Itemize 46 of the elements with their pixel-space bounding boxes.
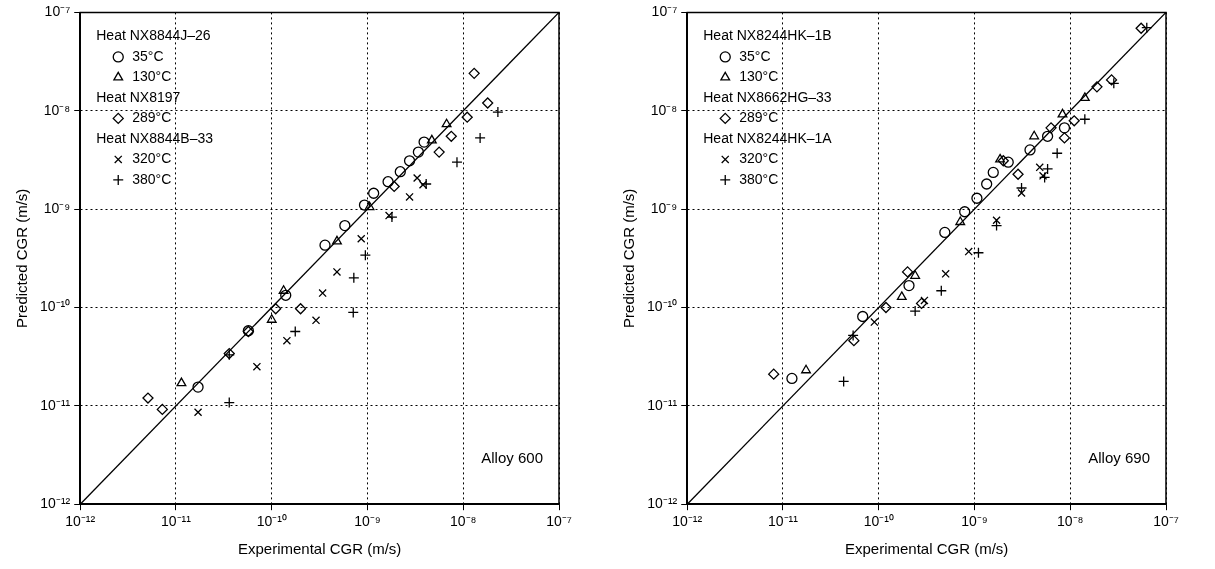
legend-label: 289°C	[739, 109, 779, 126]
x-tick-label: 10⁻⁹	[354, 513, 381, 530]
y-tick-label: 10⁻¹¹	[647, 396, 678, 413]
y-tick-label: 10⁻¹¹	[40, 396, 71, 413]
legend-label: 130°C	[739, 68, 779, 85]
x-tick-label: 10⁻¹⁰	[256, 513, 287, 530]
x-tick-label: 10⁻⁹	[961, 513, 988, 530]
y-tick-label: 10⁻¹⁰	[647, 298, 678, 315]
y-axis-title: Predicted CGR (m/s)	[620, 188, 638, 328]
annotation: Alloy 690	[1088, 449, 1150, 467]
legend-label: 320°C	[739, 150, 779, 167]
annotation: Heat NX8844B–33	[96, 129, 214, 146]
x-tick-label: 10⁻⁸	[1057, 513, 1084, 530]
x-tick-label: 10⁻⁸	[450, 513, 477, 530]
annotation: Heat NX8844J–26	[96, 27, 211, 44]
annotation: Heat NX8244HK–1A	[703, 129, 833, 146]
y-tick-label: 10⁻¹²	[40, 495, 71, 512]
y-tick-label: 10⁻¹⁰	[40, 298, 71, 315]
legend-label: 380°C	[132, 170, 172, 187]
y-tick-label: 10⁻¹²	[647, 495, 678, 512]
y-tick-label: 10⁻⁷	[651, 3, 678, 20]
y-tick-label: 10⁻⁹	[650, 199, 678, 216]
annotation: Alloy 600	[481, 449, 543, 467]
x-tick-label: 10⁻¹¹	[768, 513, 799, 530]
legend-label: 35°C	[132, 47, 164, 64]
y-tick-label: 10⁻⁸	[43, 101, 71, 118]
x-tick-label: 10⁻¹²	[65, 513, 96, 530]
annotation: Heat NX8244HK–1B	[703, 27, 832, 44]
y-tick-label: 10⁻⁸	[650, 101, 678, 118]
legend-label: 289°C	[132, 109, 172, 126]
y-tick-label: 10⁻⁷	[44, 3, 71, 20]
y-axis-title: Predicted CGR (m/s)	[13, 188, 31, 328]
legend-label: 130°C	[132, 68, 172, 85]
x-tick-label: 10⁻¹¹	[161, 513, 192, 530]
y-tick-label: 10⁻⁹	[43, 199, 71, 216]
x-tick-label: 10⁻¹²	[672, 513, 703, 530]
x-axis-title: Experimental CGR (m/s)	[237, 540, 402, 558]
x-tick-label: 10⁻⁷	[1153, 513, 1179, 530]
annotation: Heat NX8197	[96, 88, 181, 105]
legend-label: 35°C	[739, 47, 771, 64]
x-axis-title: Experimental CGR (m/s)	[844, 540, 1009, 558]
annotation: Heat NX8662HG–33	[703, 88, 832, 105]
x-tick-label: 10⁻⁷	[546, 513, 572, 530]
legend-label: 320°C	[132, 150, 172, 167]
x-tick-label: 10⁻¹⁰	[863, 513, 894, 530]
legend-label: 380°C	[739, 170, 779, 187]
